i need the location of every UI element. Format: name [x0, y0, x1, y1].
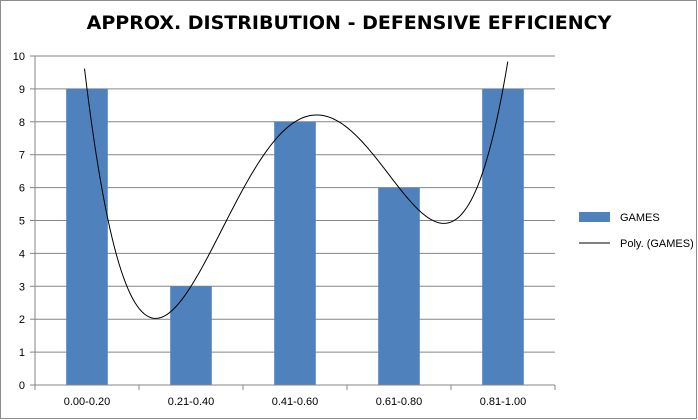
trendline [84, 61, 509, 319]
legend: GAMES Poly. (GAMES) [579, 212, 694, 250]
legend-label-trendline: Poly. (GAMES) [620, 238, 694, 250]
legend-swatch-games [579, 212, 610, 222]
bar [274, 121, 316, 386]
y-tick-label: 1 [19, 347, 25, 359]
bars [66, 88, 524, 386]
y-tick-label: 3 [19, 281, 25, 293]
x-tick-label: 0.00-0.20 [64, 396, 110, 408]
x-tick-label: 0.41-0.60 [272, 396, 318, 408]
y-tick-label: 2 [19, 314, 25, 326]
y-tick-label: 9 [19, 84, 25, 96]
x-axis-ticks: 0.00-0.20 0.21-0.40 0.41-0.60 0.61-0.80 0.81… [34, 385, 556, 408]
bar [378, 187, 420, 385]
trendline-path [84, 61, 509, 319]
y-tick-label: 6 [19, 183, 25, 195]
y-tick-label: 4 [19, 248, 25, 260]
bar [66, 88, 108, 386]
y-tick-label: 10 [13, 51, 25, 63]
y-tick-label: 0 [19, 380, 25, 392]
axes [34, 56, 555, 386]
legend-label-games: GAMES [620, 212, 660, 224]
chart-title: APPROX. DISTRIBUTION - DEFENSIVE EFFICIE… [86, 12, 612, 34]
y-tick-label: 5 [19, 216, 25, 228]
x-tick-label: 0.81-1.00 [480, 396, 526, 408]
bar [482, 88, 524, 386]
x-tick-label: 0.21-0.40 [168, 396, 214, 408]
x-tick-label: 0.61-0.80 [376, 396, 422, 408]
y-tick-label: 8 [19, 117, 25, 129]
bar [170, 286, 212, 385]
y-axis-ticks: 0 1 2 3 4 5 6 7 8 9 10 [13, 51, 35, 392]
y-tick-label: 7 [19, 150, 25, 162]
